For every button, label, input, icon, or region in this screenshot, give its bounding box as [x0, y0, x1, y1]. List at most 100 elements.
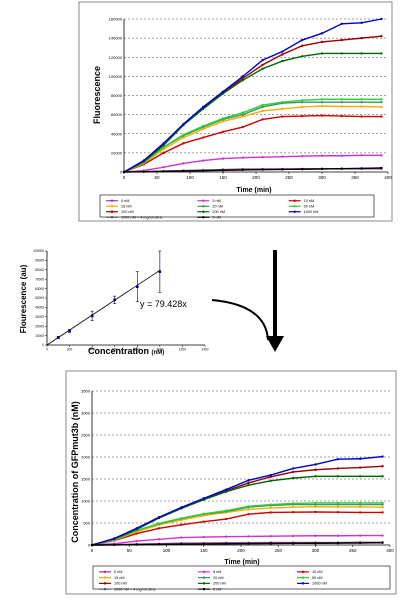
series-point — [381, 541, 384, 544]
series-point — [162, 170, 165, 173]
x-tick-label: 600 — [112, 348, 118, 352]
x-tick-label: 100 — [186, 175, 194, 180]
series-point — [202, 542, 205, 546]
series-point — [381, 501, 384, 505]
series-point — [157, 522, 161, 525]
series-point — [320, 154, 324, 157]
legend-marker — [110, 205, 114, 208]
x-tick-label: 50 — [154, 175, 160, 180]
legend-marker — [301, 582, 305, 585]
x-tick-label: 150 — [200, 548, 208, 553]
x-tick-label: 1200 — [179, 348, 186, 352]
data-point — [68, 329, 71, 333]
data-point — [113, 298, 117, 302]
legend-label: 200 nM — [213, 582, 226, 586]
legend-marker — [103, 576, 107, 579]
chart1-legend: 0 nM 5 nM 10 nM 15 nM 20 nM 50 nM 100 nM 200 nM… — [99, 194, 375, 220]
chart2-annotation: y = 79.428x — [140, 299, 187, 309]
series-point — [221, 90, 225, 93]
data-point — [90, 314, 94, 318]
series-point — [291, 534, 295, 538]
legend-marker — [103, 570, 107, 574]
chart2-axes: 0100002000030000400005000060000700008000… — [33, 249, 208, 351]
x-tick-label: 200 — [252, 175, 260, 180]
series-point — [221, 120, 225, 123]
series-point — [247, 508, 250, 511]
series-point — [180, 516, 183, 520]
chart2-xlabel-unit: (nM) — [152, 350, 165, 356]
series-point — [202, 520, 205, 523]
legend-marker — [202, 216, 205, 219]
series-point — [182, 142, 185, 145]
series-point — [269, 535, 272, 538]
series-point — [301, 114, 304, 118]
y-tick-label: 1000 — [81, 499, 91, 504]
chart3-frame — [65, 370, 397, 595]
series-point — [261, 63, 264, 67]
series-point — [224, 490, 228, 493]
chart3-xlabel: Time (min) — [224, 559, 259, 566]
series-point — [224, 509, 228, 512]
x-tick-label: 1000 — [156, 348, 163, 352]
series-point — [157, 516, 161, 519]
y-tick-label: 1500 — [81, 477, 91, 482]
y-tick-label: 0 — [120, 170, 123, 175]
series-point — [360, 52, 363, 55]
legend-label: 10 nM — [312, 570, 323, 574]
series-point — [261, 67, 264, 70]
legend-marker — [202, 210, 205, 213]
x-tick-label: 400 — [386, 548, 394, 553]
series-point — [281, 168, 284, 171]
series-line — [123, 167, 382, 173]
legend-label: 0 nM — [213, 587, 221, 591]
series-point — [360, 98, 363, 101]
y-tick-label: 80000 — [35, 268, 44, 272]
y-tick-label: 160000 — [109, 17, 123, 22]
series-point — [380, 105, 383, 109]
series-point — [340, 52, 343, 55]
series-point — [381, 465, 384, 468]
legend-marker — [301, 570, 305, 574]
series-point — [241, 79, 244, 82]
series-point — [320, 167, 324, 171]
chart2-xlabel: Concentration (nM) — [88, 346, 164, 356]
series-point — [340, 38, 343, 42]
y-tick-label: 60000 — [35, 287, 44, 291]
series-point — [340, 100, 343, 104]
series-point — [241, 115, 244, 118]
legend-label: 15 nM — [114, 576, 125, 580]
series-point — [301, 155, 304, 158]
y-tick-label: 50000 — [35, 296, 44, 300]
series-point — [247, 513, 250, 516]
series-point — [314, 475, 317, 478]
series-point — [320, 114, 324, 117]
y-tick-label: 100000 — [109, 74, 123, 79]
legend-label: 200 nM — [212, 210, 225, 214]
series-point — [380, 98, 383, 101]
legend-marker — [202, 576, 206, 579]
x-tick-label: 0 — [123, 175, 126, 180]
series-line — [91, 534, 383, 546]
data-point — [135, 285, 139, 289]
series-point — [261, 155, 264, 159]
series-point — [221, 130, 225, 134]
series-point — [314, 468, 317, 471]
series-point — [269, 503, 272, 506]
series-point — [261, 168, 264, 171]
series-point — [340, 105, 343, 108]
series-point — [340, 22, 343, 25]
chart1-ylabel: Fluorescence — [92, 66, 102, 124]
series-point — [202, 127, 205, 131]
series-point — [291, 542, 295, 545]
series-point — [180, 506, 183, 509]
series-point — [241, 125, 244, 129]
series-point — [360, 105, 363, 108]
legend-label: 1000 nM — [312, 582, 327, 586]
x-tick-label: 250 — [285, 175, 293, 180]
series-point — [162, 142, 165, 145]
series-point — [224, 488, 228, 491]
series-point — [182, 169, 185, 173]
series-point — [90, 543, 94, 547]
